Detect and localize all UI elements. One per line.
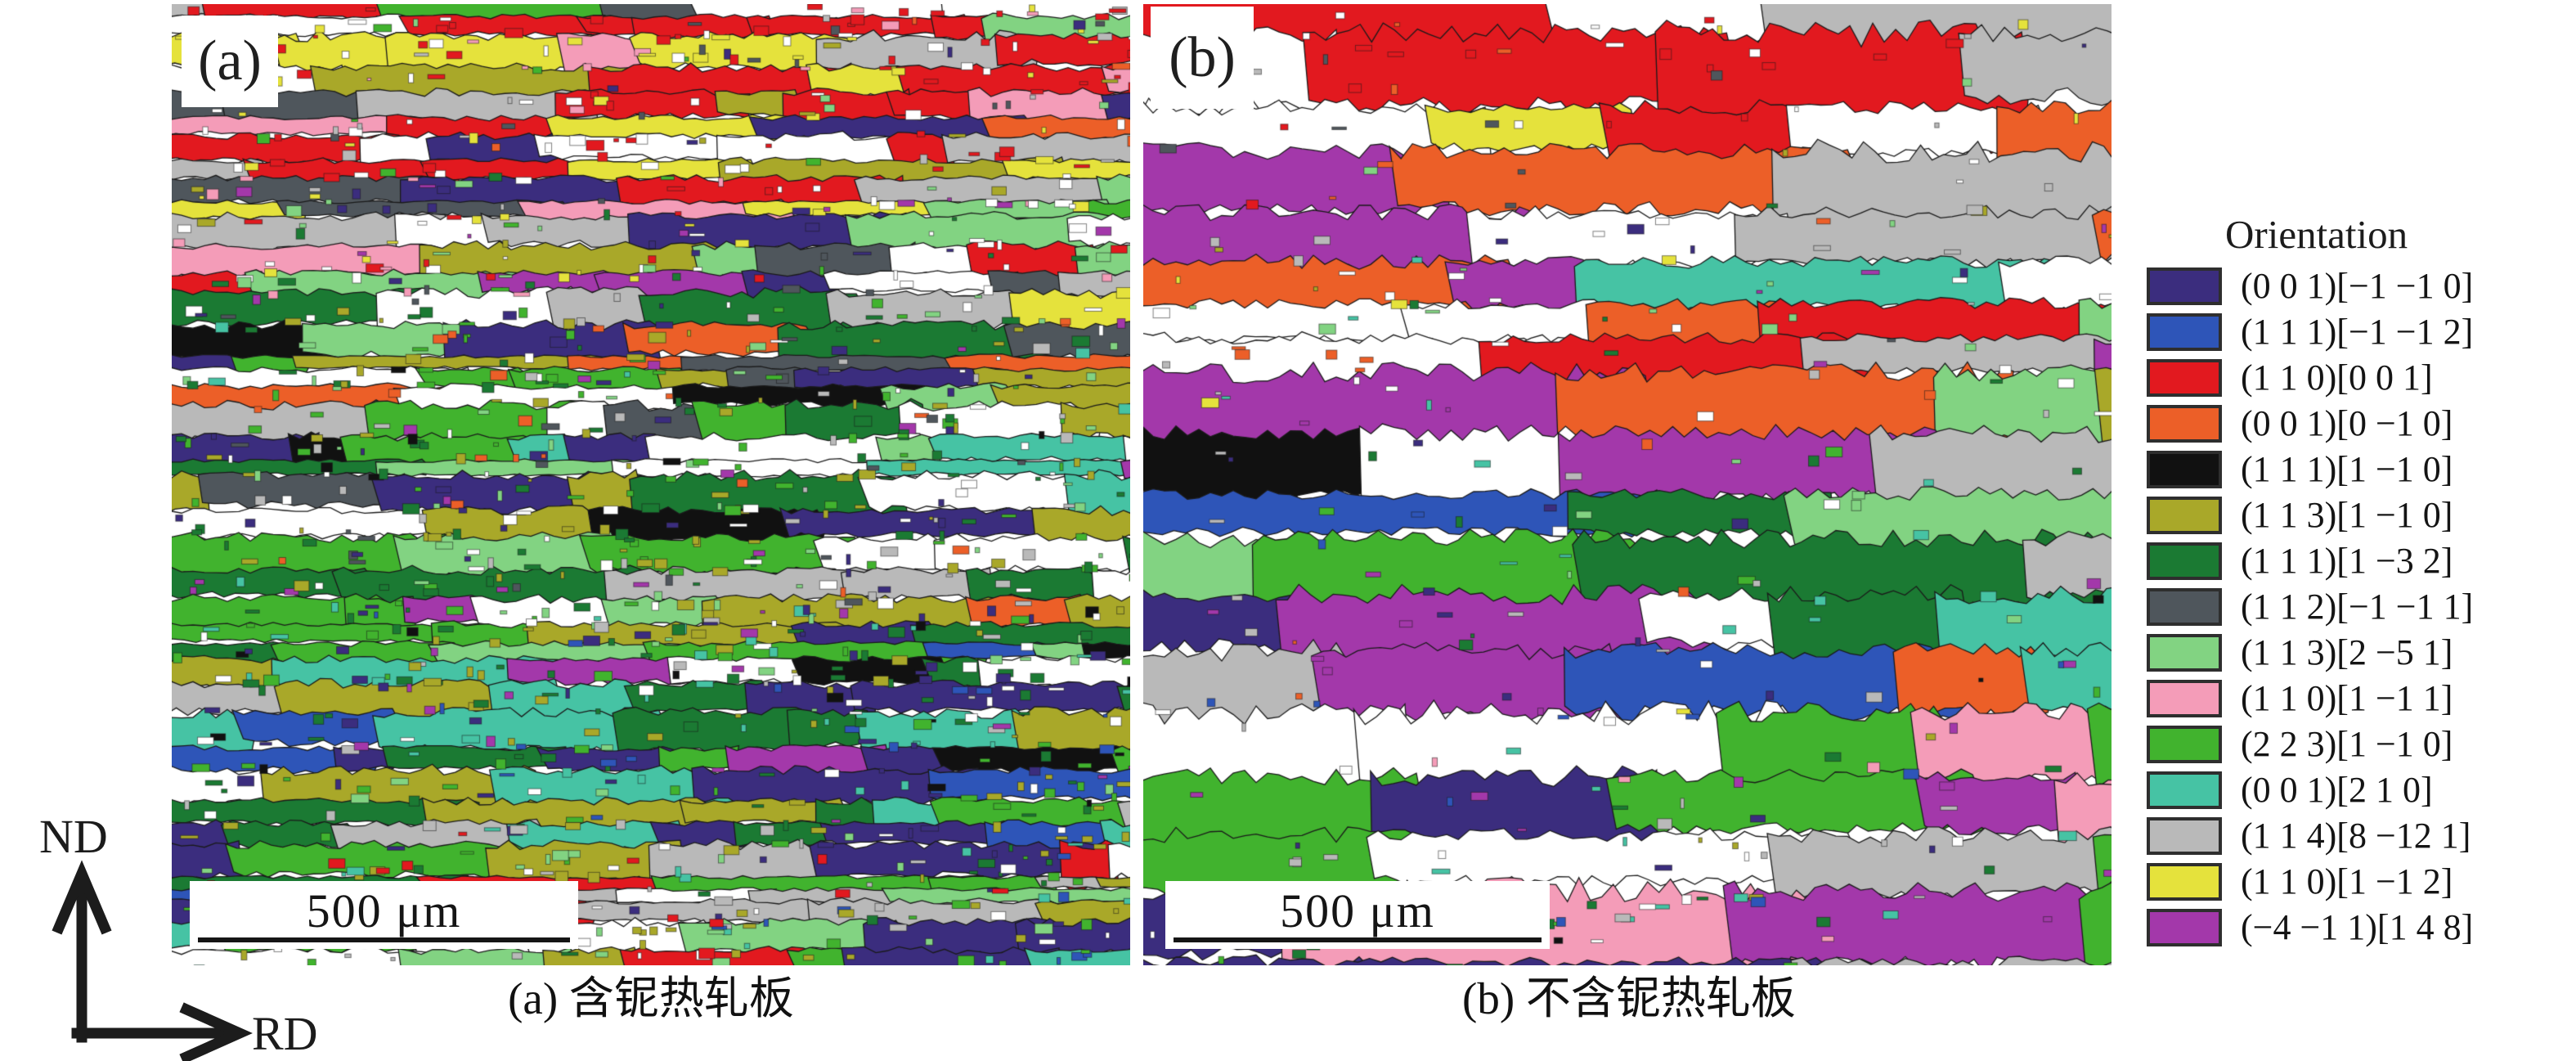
scale-bar-a: 500 μm — [190, 881, 578, 949]
axis-indicator: ND RD — [39, 810, 318, 1061]
legend-entry-label: (1 1 2)[−1 −1 1] — [2241, 587, 2474, 627]
legend-entry: (1 1 0)[1 −1 2] — [2138, 859, 2576, 905]
legend-entry-label: (2 2 3)[1 −1 0] — [2241, 724, 2453, 764]
scale-bar-text-b: 500 μm — [1280, 884, 1435, 937]
legend-entry-label: (1 1 1)[1 −1 0] — [2241, 449, 2453, 489]
legend-entry-label: (0 0 1)[−1 −1 0] — [2241, 266, 2474, 306]
legend-swatch — [2147, 817, 2222, 855]
legend-swatch — [2147, 771, 2222, 809]
legend: Orientation (0 0 1)[−1 −1 0] (1 1 1)[−1 −… — [2138, 213, 2576, 951]
legend-entry: (1 1 2)[−1 −1 1] — [2138, 584, 2576, 630]
caption-a: (a) 含铌热轧板 — [508, 973, 794, 1023]
rd-label: RD — [252, 1007, 318, 1060]
panel-label-a: (a) — [182, 16, 278, 107]
legend-entry: (1 1 1)[1 −3 2] — [2138, 538, 2576, 584]
nd-label: ND — [39, 810, 108, 863]
ebsd-map-b — [1143, 4, 2112, 965]
ebsd-map-a — [172, 4, 1130, 965]
nd-arrow-icon — [52, 860, 112, 1043]
legend-swatch — [2147, 726, 2222, 763]
legend-swatch — [2147, 359, 2222, 397]
legend-swatch — [2147, 405, 2222, 443]
scale-bar-b: 500 μm — [1165, 881, 1550, 949]
legend-entry-label: (0 0 1)[2 1 0] — [2241, 770, 2433, 810]
legend-swatch — [2147, 451, 2222, 488]
legend-entry: (1 1 4)[8 −12 1] — [2138, 813, 2576, 859]
legend-swatch — [2147, 863, 2222, 901]
legend-entry-label: (1 1 1)[−1 −1 2] — [2241, 312, 2474, 352]
legend-entry-label: (0 0 1)[0 −1 0] — [2241, 403, 2453, 443]
legend-entry: (1 1 1)[−1 −1 2] — [2138, 309, 2576, 355]
legend-swatch — [2147, 267, 2222, 305]
legend-entry-label: (1 1 3)[1 −1 0] — [2241, 495, 2453, 535]
legend-entry-label: (1 1 0)[1 −1 1] — [2241, 678, 2453, 718]
legend-swatch — [2147, 542, 2222, 580]
legend-swatch — [2147, 909, 2222, 946]
rd-arrow-icon — [71, 1002, 253, 1061]
legend-entry: (1 1 3)[1 −1 0] — [2138, 492, 2576, 538]
legend-swatch — [2147, 634, 2222, 672]
legend-entry: (0 0 1)[−1 −1 0] — [2138, 263, 2576, 309]
scale-bar-line-b — [1174, 937, 1542, 942]
legend-swatch — [2147, 588, 2222, 626]
legend-entry-label: (1 1 0)[1 −1 2] — [2241, 861, 2453, 901]
caption-b: (b) 不含铌热轧板 — [1462, 973, 1796, 1023]
legend-entry-label: (1 1 0)[0 0 1] — [2241, 357, 2433, 398]
scale-bar-text-a: 500 μm — [306, 884, 462, 937]
legend-entry-label: (−4 −1 1)[1 4 8] — [2241, 907, 2474, 947]
legend-entry: (2 2 3)[1 −1 0] — [2138, 722, 2576, 767]
legend-entry: (−4 −1 1)[1 4 8] — [2138, 905, 2576, 951]
panel-label-b: (b) — [1151, 7, 1254, 109]
legend-entry: (1 1 0)[0 0 1] — [2138, 355, 2576, 401]
legend-entry-label: (1 1 3)[2 −5 1] — [2241, 632, 2453, 672]
legend-entries: (0 0 1)[−1 −1 0] (1 1 1)[−1 −1 2] (1 1 0)[… — [2138, 263, 2576, 951]
legend-swatch — [2147, 313, 2222, 351]
legend-entry: (1 1 0)[1 −1 1] — [2138, 676, 2576, 722]
legend-entry: (0 0 1)[0 −1 0] — [2138, 401, 2576, 447]
legend-entry: (0 0 1)[2 1 0] — [2138, 767, 2576, 813]
legend-entry-label: (1 1 1)[1 −3 2] — [2241, 541, 2453, 581]
legend-title: Orientation — [2225, 212, 2408, 257]
legend-swatch — [2147, 680, 2222, 717]
legend-entry: (1 1 1)[1 −1 0] — [2138, 447, 2576, 492]
legend-swatch — [2147, 497, 2222, 534]
legend-entry: (1 1 3)[2 −5 1] — [2138, 630, 2576, 676]
scale-bar-line-a — [198, 937, 570, 942]
legend-entry-label: (1 1 4)[8 −12 1] — [2241, 816, 2471, 856]
